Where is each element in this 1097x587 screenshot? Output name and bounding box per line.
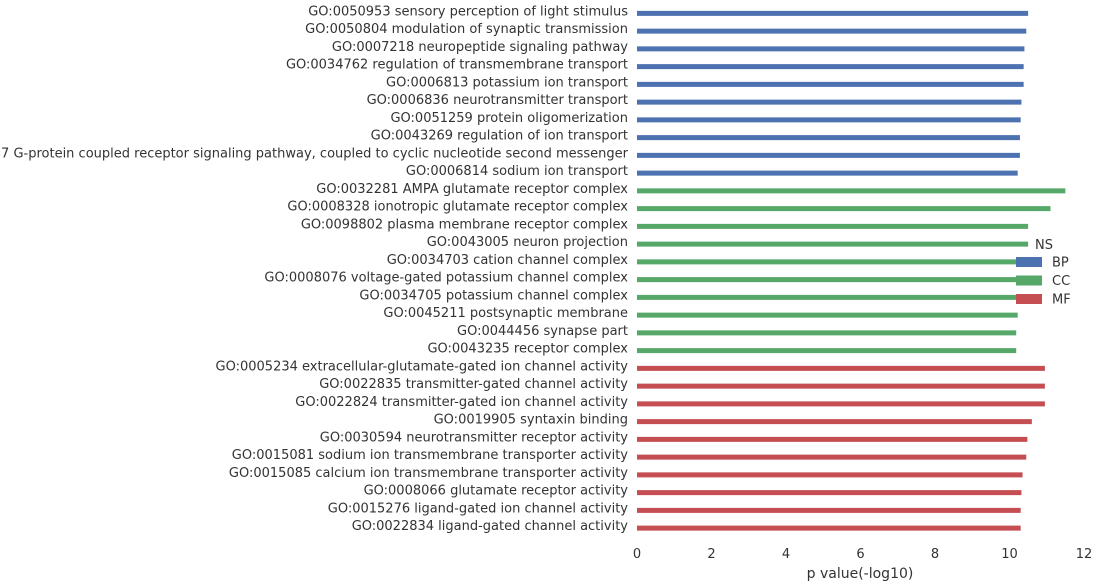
bar-12 (637, 206, 1051, 212)
bar-15 (637, 259, 1025, 265)
x-tick-label-8: 8 (931, 547, 939, 562)
bar-2 (637, 28, 1027, 34)
category-label-27: GO:0015085 calcium ion transmembrane tra… (229, 466, 628, 481)
legend-label-bp: BP (1052, 256, 1069, 271)
bar-13 (637, 223, 1029, 229)
category-label-23: GO:0022824 transmitter-gated ion channel… (295, 395, 628, 410)
bar-24 (637, 419, 1032, 425)
x-tick-label-4: 4 (782, 547, 790, 562)
bar-18 (637, 312, 1018, 318)
bar-3 (637, 46, 1025, 52)
bar-22 (637, 383, 1045, 389)
category-label-14: GO:0043005 neuron projection (427, 235, 628, 250)
category-label-5: GO:0006813 potassium ion transport (386, 75, 628, 90)
category-label-12: GO:0008328 ionotropic glutamate receptor… (287, 200, 628, 215)
category-label-30: GO:0022834 ligand-gated channel activity (352, 519, 629, 534)
bar-16 (637, 277, 1023, 283)
category-label-8: GO:0043269 regulation of ion transport (371, 129, 628, 144)
legend-label-mf: MF (1052, 293, 1071, 308)
x-tick-label-6: 6 (856, 547, 864, 562)
legend: NS BP CC MF (1016, 238, 1071, 308)
bar-7 (637, 117, 1021, 123)
category-label-7: GO:0051259 protein oligomerization (390, 111, 628, 126)
bar-10 (637, 170, 1018, 176)
category-label-28: GO:0008066 glutamate receptor activity (364, 484, 629, 499)
legend-label-cc: CC (1052, 274, 1070, 289)
category-label-1: GO:0050953 sensory perception of light s… (308, 4, 628, 19)
bar-23 (637, 401, 1045, 407)
category-label-22: GO:0022835 transmitter-gated channel act… (319, 377, 628, 392)
category-label-2: GO:0050804 modulation of synaptic transm… (305, 22, 628, 37)
bars-layer (637, 10, 1066, 531)
category-label-18: GO:0045211 postsynaptic membrane (383, 306, 628, 321)
bar-30 (637, 525, 1021, 531)
category-label-25: GO:0030594 neurotransmitter receptor act… (320, 430, 629, 445)
legend-swatch-cc (1016, 275, 1042, 286)
category-labels: GO:0050953 sensory perception of light s… (0, 4, 629, 534)
bar-27 (637, 472, 1023, 478)
x-tick-label-10: 10 (1001, 547, 1018, 562)
category-label-9: GO:0007187 G-protein coupled receptor si… (0, 146, 629, 161)
bar-29 (637, 507, 1021, 513)
bar-6 (637, 99, 1022, 105)
category-label-10: GO:0006814 sodium ion transport (406, 164, 628, 179)
x-axis-title: p value(-log10) (807, 566, 914, 582)
bar-14 (637, 241, 1029, 247)
bar-20 (637, 348, 1017, 354)
x-axis-ticks: 0 2 4 6 8 10 12 (633, 547, 1092, 562)
category-label-21: GO:0005234 extracellular-glutamate-gated… (216, 359, 629, 374)
x-tick-label-2: 2 (707, 547, 715, 562)
legend-swatch-mf (1016, 294, 1042, 304)
bar-26 (637, 454, 1027, 460)
bar-21 (637, 365, 1045, 371)
bar-9 (637, 152, 1020, 158)
category-label-15: GO:0034703 cation channel complex (387, 253, 629, 268)
x-tick-label-12: 12 (1076, 547, 1093, 562)
bar-25 (637, 436, 1028, 442)
category-label-20: GO:0043235 receptor complex (427, 342, 628, 357)
category-label-3: GO:0007218 neuropeptide signaling pathwa… (332, 40, 628, 55)
category-label-11: GO:0032281 AMPA glutamate receptor compl… (316, 182, 628, 197)
bar-8 (637, 135, 1020, 141)
category-label-24: GO:0019905 syntaxin binding (434, 413, 628, 428)
bar-19 (637, 330, 1017, 336)
category-label-29: GO:0015276 ligand-gated ion channel acti… (328, 501, 629, 516)
category-label-16: GO:0008076 voltage-gated potassium chann… (264, 271, 628, 286)
bar-17 (637, 294, 1021, 300)
bar-4 (637, 64, 1024, 70)
category-label-17: GO:0034705 potassium channel complex (359, 288, 628, 303)
category-label-4: GO:0034762 regulation of transmembrane t… (286, 58, 628, 73)
legend-title: NS (1035, 238, 1053, 253)
category-label-19: GO:0044456 synapse part (457, 324, 628, 339)
legend-entries: BP CC MF (1016, 256, 1071, 308)
bar-5 (637, 81, 1024, 87)
x-tick-label-0: 0 (633, 547, 641, 562)
category-label-13: GO:0098802 plasma membrane receptor comp… (301, 217, 628, 232)
category-label-26: GO:0015081 sodium ion transmembrane tran… (232, 448, 628, 463)
bar-11 (637, 188, 1066, 194)
bar-28 (637, 490, 1022, 496)
bar-1 (637, 10, 1029, 16)
category-label-6: GO:0006836 neurotransmitter transport (367, 93, 628, 108)
legend-swatch-bp (1016, 257, 1042, 267)
